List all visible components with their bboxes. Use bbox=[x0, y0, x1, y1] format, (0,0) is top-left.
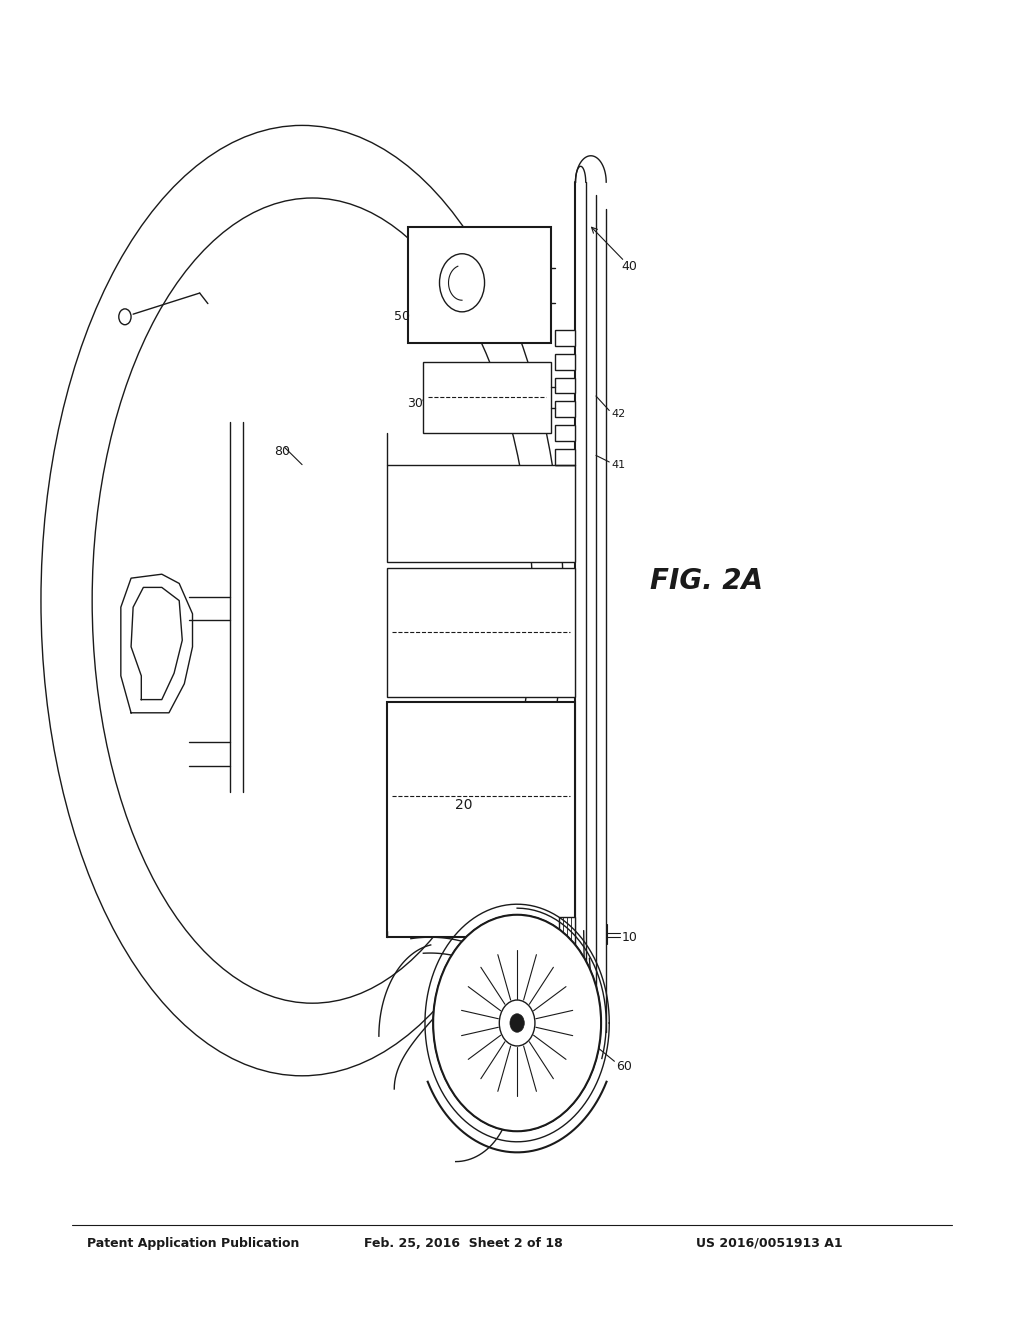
Text: US 2016/0051913 A1: US 2016/0051913 A1 bbox=[696, 1237, 843, 1250]
Bar bbox=[555, 401, 575, 417]
Bar bbox=[555, 378, 575, 393]
Text: 10: 10 bbox=[622, 931, 638, 944]
Circle shape bbox=[119, 309, 131, 325]
Text: Patent Application Publication: Patent Application Publication bbox=[87, 1237, 299, 1250]
Ellipse shape bbox=[92, 198, 532, 1003]
Bar bbox=[408, 227, 551, 343]
Text: 80: 80 bbox=[274, 445, 291, 458]
Text: 60: 60 bbox=[616, 1060, 633, 1073]
Bar bbox=[555, 330, 575, 346]
Text: 22: 22 bbox=[496, 952, 510, 962]
Bar bbox=[555, 425, 575, 441]
Bar bbox=[387, 568, 575, 697]
Ellipse shape bbox=[41, 125, 563, 1076]
Text: 40: 40 bbox=[622, 260, 638, 273]
Text: FIG. 2A: FIG. 2A bbox=[650, 566, 763, 595]
Text: 41: 41 bbox=[611, 459, 626, 470]
Text: 50: 50 bbox=[394, 310, 411, 323]
Bar bbox=[559, 917, 575, 949]
Text: 30: 30 bbox=[408, 397, 424, 411]
Text: Feb. 25, 2016  Sheet 2 of 18: Feb. 25, 2016 Sheet 2 of 18 bbox=[364, 1237, 562, 1250]
Circle shape bbox=[510, 1014, 524, 1032]
Circle shape bbox=[433, 915, 601, 1131]
Text: 42: 42 bbox=[611, 409, 626, 420]
Bar bbox=[555, 449, 575, 465]
Bar bbox=[387, 702, 575, 937]
Bar bbox=[555, 354, 575, 370]
Bar bbox=[423, 362, 551, 433]
Circle shape bbox=[500, 1001, 535, 1045]
Circle shape bbox=[439, 253, 484, 312]
Bar bbox=[387, 465, 575, 562]
Text: 20: 20 bbox=[455, 799, 472, 812]
